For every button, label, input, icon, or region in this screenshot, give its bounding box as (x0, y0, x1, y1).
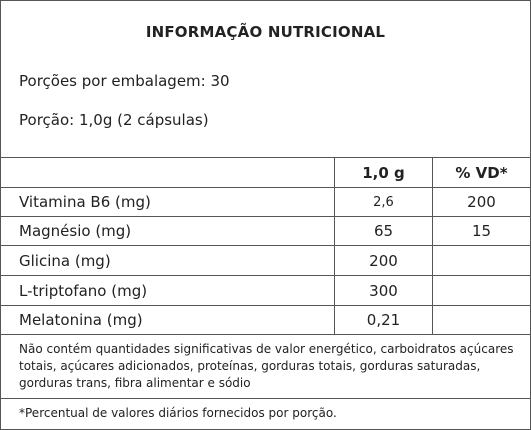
column-divider (432, 157, 433, 334)
portion-size: Porção: 1,0g (2 cápsulas) (19, 111, 209, 129)
nutrient-amount: 200 (369, 252, 398, 270)
servings-per-package: Porções por embalagem: 30 (19, 72, 230, 90)
panel-title: INFORMAÇÃO NUTRICIONAL (145, 23, 386, 41)
column-header-daily-value: % VD* (455, 164, 508, 182)
nutrient-amount: 2,6 (373, 195, 394, 210)
daily-value-footnote: *Percentual de valores diários fornecido… (19, 406, 337, 420)
header-divider (1, 187, 530, 188)
nutrient-amount: 0,21 (366, 311, 401, 329)
nutrient-daily-value: 200 (467, 193, 496, 211)
nutrient-name: Magnésio (mg) (19, 222, 132, 240)
row-divider (1, 275, 530, 276)
footnote-divider (1, 398, 530, 399)
nutrient-amount: 300 (369, 282, 398, 300)
nutrient-name: L-triptofano (mg) (19, 282, 148, 300)
column-header-amount: 1,0 g (362, 164, 405, 182)
nutrient-name: Melatonina (mg) (19, 311, 143, 329)
row-divider (1, 216, 530, 217)
nutrient-disclaimer: Não contém quantidades significativas de… (19, 342, 514, 390)
nutrient-name: Vitamina B6 (mg) (19, 193, 151, 211)
nutrient-name: Glicina (mg) (19, 252, 111, 270)
nutrient-amount: 65 (373, 222, 394, 240)
row-divider (1, 305, 530, 306)
nutrient-daily-value: 15 (471, 222, 492, 240)
row-divider (1, 245, 530, 246)
table-top-divider (1, 157, 530, 158)
column-divider (334, 157, 335, 334)
table-bottom-divider (1, 334, 530, 335)
